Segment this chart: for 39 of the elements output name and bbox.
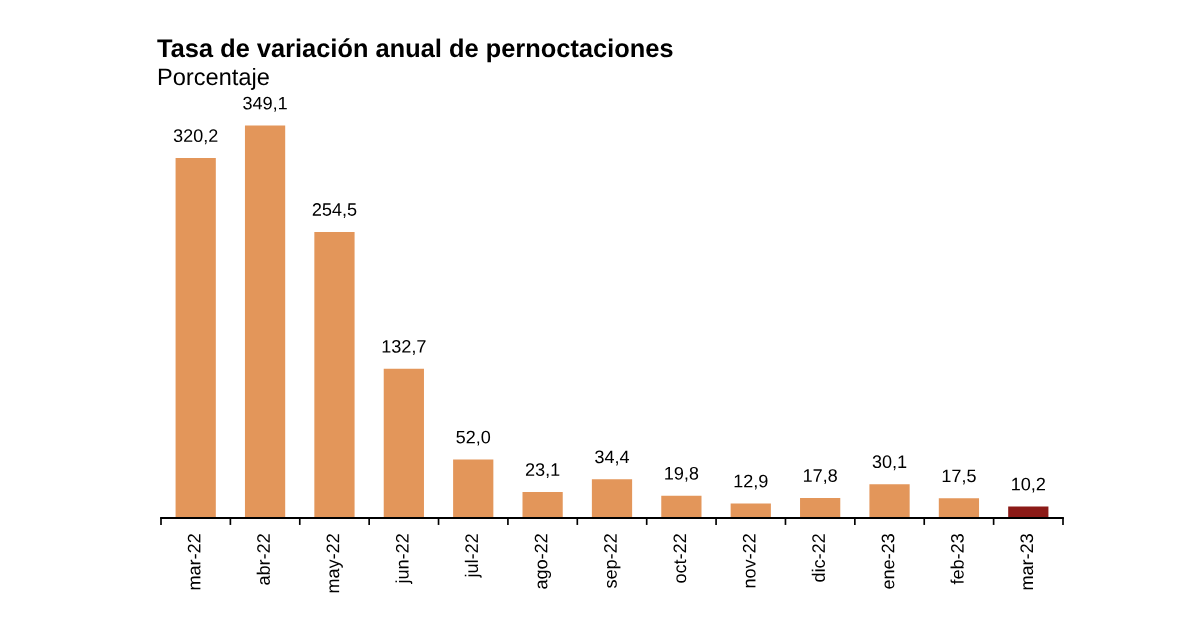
bar [591, 479, 633, 518]
data-label: 52,0 [456, 430, 491, 446]
data-label: 349,1 [243, 96, 287, 112]
bar [314, 231, 355, 518]
bar [522, 492, 563, 518]
data-label: 19,8 [665, 466, 699, 482]
x-tick-label: nov-22 [742, 534, 756, 588]
bar [661, 495, 702, 518]
x-tick-label: ene-23 [881, 534, 895, 589]
data-label: 34,4 [595, 450, 630, 466]
chart-subtitle: Porcentaje [158, 67, 269, 90]
x-tick-label: jun-22 [395, 534, 413, 584]
bar [938, 498, 980, 518]
bar [383, 368, 424, 518]
data-label: 30,1 [872, 455, 907, 471]
data-label: 132,7 [382, 339, 426, 355]
data-label: 254,5 [312, 203, 357, 219]
bar [244, 125, 286, 518]
data-label: 23,1 [525, 463, 560, 479]
data-label: 12,9 [734, 474, 768, 490]
x-tick-label: oct-22 [673, 534, 687, 583]
x-tick-label: dic-22 [811, 534, 825, 582]
data-label: 320,2 [173, 129, 218, 145]
x-tick-label: mar-23 [1020, 534, 1034, 590]
x-tick-label: ago-22 [534, 534, 552, 589]
data-label: 17,8 [803, 469, 837, 485]
x-tick-label: feb-23 [950, 534, 964, 585]
x-tick-label: mar-22 [187, 534, 201, 590]
bar [175, 158, 216, 518]
x-tick-label: may-22 [326, 534, 343, 593]
bar [453, 459, 494, 518]
bar [800, 497, 841, 518]
data-label: 10,2 [1012, 477, 1045, 493]
x-tick-label: sep-22 [604, 534, 621, 588]
x-tick-label: jul-22 [464, 534, 482, 578]
chart-title: Tasa de variación anual de pernoctaciones [157, 38, 673, 63]
bar [869, 484, 910, 518]
data-label: 17,5 [942, 469, 976, 485]
x-tick-label: abr-22 [256, 534, 270, 585]
